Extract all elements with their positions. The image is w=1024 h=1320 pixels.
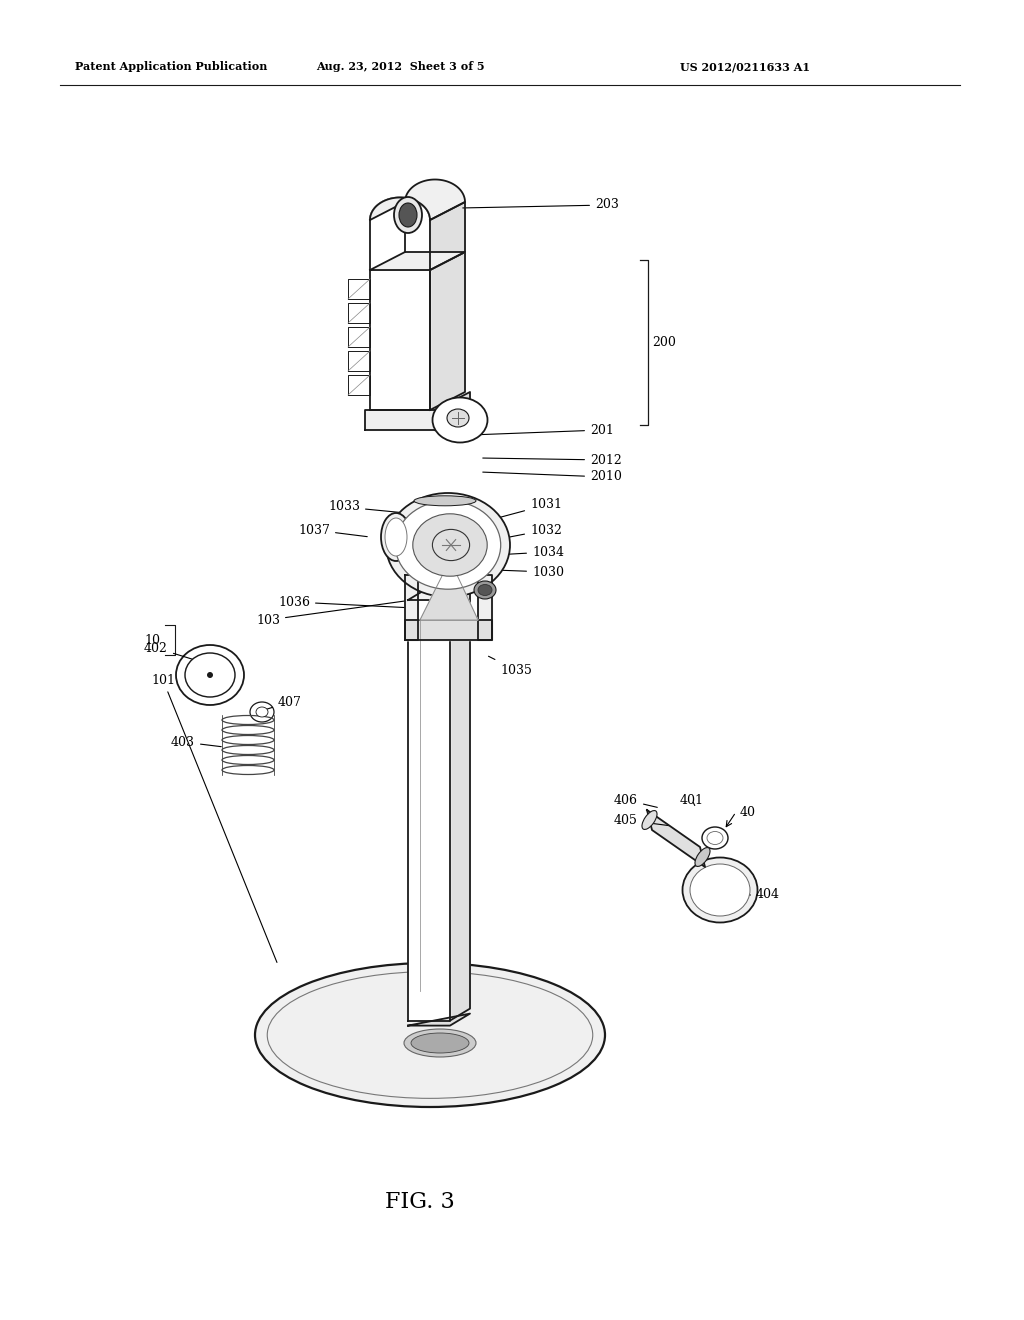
Polygon shape — [348, 304, 370, 323]
Text: Patent Application Publication: Patent Application Publication — [75, 62, 267, 73]
Text: 1037: 1037 — [298, 524, 368, 537]
Polygon shape — [435, 392, 470, 430]
Ellipse shape — [447, 409, 469, 426]
Text: 1034: 1034 — [497, 545, 564, 558]
Text: 401: 401 — [680, 793, 705, 807]
Ellipse shape — [185, 653, 234, 697]
Text: 203: 203 — [463, 198, 618, 211]
Ellipse shape — [432, 529, 470, 561]
Text: 407: 407 — [266, 696, 302, 709]
Ellipse shape — [250, 702, 274, 722]
Text: 403: 403 — [171, 735, 221, 748]
Ellipse shape — [255, 964, 605, 1107]
Text: 1035: 1035 — [488, 656, 531, 676]
Text: 1036: 1036 — [278, 595, 412, 609]
Polygon shape — [430, 202, 465, 271]
Polygon shape — [370, 271, 430, 411]
Text: 404: 404 — [742, 888, 780, 902]
Text: 201: 201 — [473, 424, 613, 437]
Text: 1032: 1032 — [497, 524, 562, 540]
Ellipse shape — [404, 1030, 476, 1057]
Ellipse shape — [256, 708, 268, 717]
Ellipse shape — [413, 513, 487, 577]
Ellipse shape — [381, 513, 411, 561]
Ellipse shape — [432, 397, 487, 442]
Polygon shape — [406, 620, 492, 640]
Ellipse shape — [386, 492, 510, 597]
Ellipse shape — [385, 517, 407, 556]
Polygon shape — [647, 810, 705, 867]
Ellipse shape — [414, 496, 476, 506]
Ellipse shape — [176, 645, 244, 705]
Text: Aug. 23, 2012  Sheet 3 of 5: Aug. 23, 2012 Sheet 3 of 5 — [315, 62, 484, 73]
Ellipse shape — [478, 585, 492, 595]
Text: 405: 405 — [614, 813, 670, 826]
Polygon shape — [370, 198, 430, 271]
Polygon shape — [408, 601, 450, 1020]
Text: 1031: 1031 — [493, 499, 562, 519]
Ellipse shape — [395, 500, 501, 589]
Ellipse shape — [411, 1034, 469, 1053]
Polygon shape — [370, 180, 465, 220]
Polygon shape — [478, 576, 492, 640]
Polygon shape — [420, 560, 478, 620]
Ellipse shape — [642, 810, 657, 829]
Text: 10: 10 — [144, 634, 160, 647]
Ellipse shape — [399, 203, 417, 227]
Polygon shape — [348, 351, 370, 371]
Polygon shape — [365, 411, 435, 430]
Ellipse shape — [683, 858, 758, 923]
Polygon shape — [348, 327, 370, 347]
Text: 2012: 2012 — [482, 454, 622, 466]
Polygon shape — [406, 576, 418, 640]
Ellipse shape — [474, 581, 496, 599]
Polygon shape — [370, 252, 465, 271]
Text: 103: 103 — [256, 601, 410, 627]
Ellipse shape — [702, 828, 728, 849]
Text: 40: 40 — [740, 805, 756, 818]
Text: FIG. 3: FIG. 3 — [385, 1191, 455, 1213]
Text: 2010: 2010 — [482, 470, 622, 483]
Text: 1030: 1030 — [497, 565, 564, 578]
Ellipse shape — [394, 197, 422, 234]
Polygon shape — [348, 279, 370, 300]
Text: 1033: 1033 — [328, 500, 403, 513]
Ellipse shape — [690, 865, 750, 916]
Text: 101: 101 — [151, 673, 276, 962]
Text: 406: 406 — [614, 793, 657, 808]
Circle shape — [207, 672, 213, 678]
Polygon shape — [430, 252, 465, 411]
Text: US 2012/0211633 A1: US 2012/0211633 A1 — [680, 62, 810, 73]
Ellipse shape — [695, 847, 710, 866]
Text: 200: 200 — [652, 337, 676, 348]
Text: 402: 402 — [144, 642, 193, 659]
Polygon shape — [408, 1014, 470, 1026]
Polygon shape — [450, 587, 470, 1020]
Polygon shape — [348, 375, 370, 395]
Polygon shape — [408, 587, 470, 601]
Ellipse shape — [707, 832, 723, 845]
